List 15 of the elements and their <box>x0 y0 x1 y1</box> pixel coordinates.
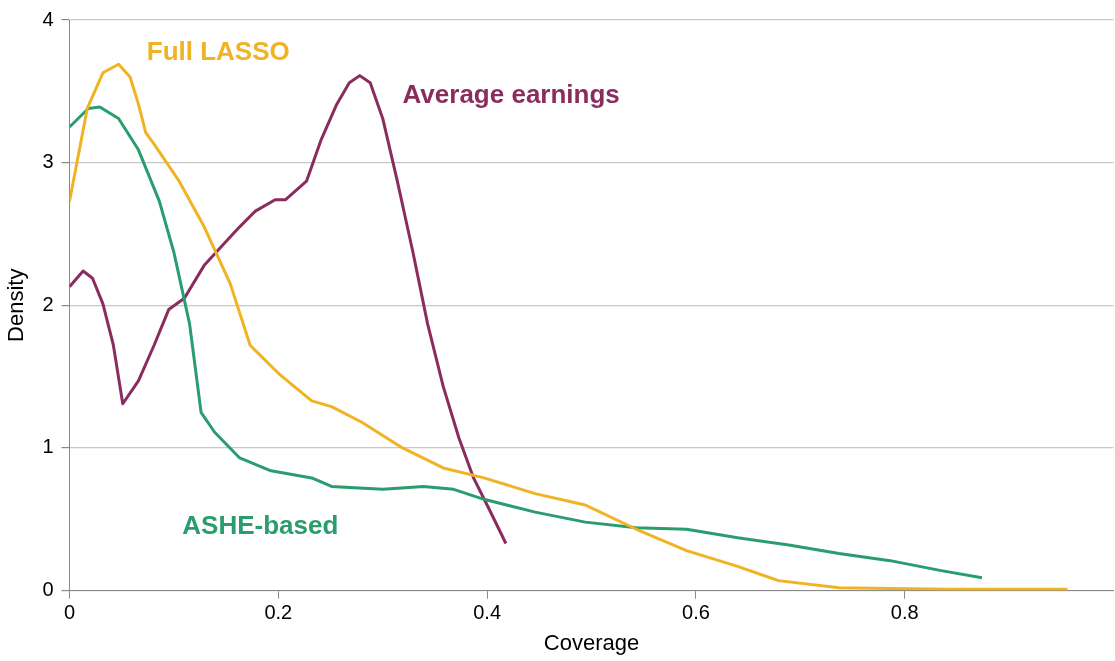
x-tick-label: 0 <box>63 601 76 624</box>
y-tick-label: 0 <box>42 578 54 601</box>
x-axis-title: Coverage <box>543 629 640 655</box>
y-tick-label: 4 <box>42 7 54 30</box>
y-axis-title: Density <box>3 268 29 342</box>
series-label: Full LASSO <box>146 35 290 66</box>
y-tick-label: 1 <box>42 435 54 458</box>
series-label: Average earnings <box>402 78 620 109</box>
x-tick-label: 0.8 <box>890 601 919 624</box>
y-tick-label: 2 <box>42 292 54 315</box>
y-tick-label: 3 <box>42 150 54 173</box>
series-label: ASHE-based <box>182 509 339 540</box>
x-tick-label: 0.4 <box>473 601 502 624</box>
x-tick-label: 0.6 <box>682 601 710 624</box>
x-tick-label: 0.2 <box>264 601 293 624</box>
